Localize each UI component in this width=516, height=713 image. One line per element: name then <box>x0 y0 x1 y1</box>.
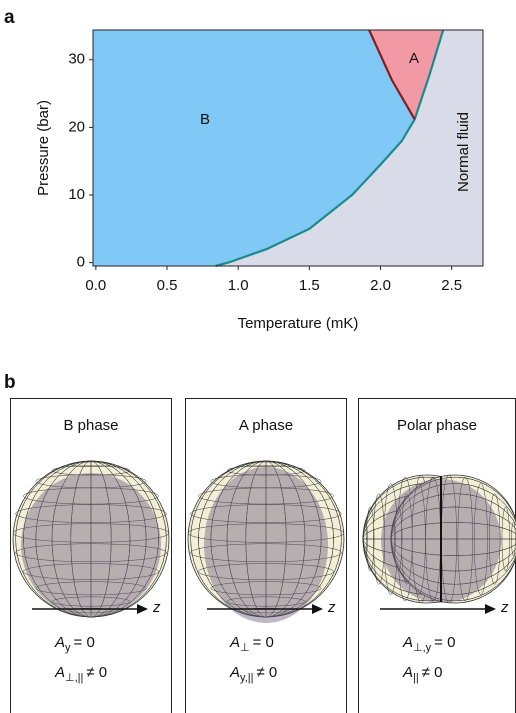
parallel <box>473 483 488 595</box>
annotation: A <box>409 50 419 67</box>
sphere <box>187 460 345 618</box>
equation: A⊥ = 0 <box>229 634 274 654</box>
gap-shape <box>21 473 161 617</box>
parallel <box>35 581 147 596</box>
equation-part: A <box>54 664 65 681</box>
equation-part: ⊥,|| <box>65 672 83 684</box>
b-phase-region <box>93 30 415 266</box>
x-tick-label: 2.5 <box>441 277 462 294</box>
y-axis-label: Pressure (bar) <box>35 100 52 196</box>
x-tick-label: 0.5 <box>157 277 178 294</box>
gap-shape <box>204 467 328 623</box>
y-tick-label: 30 <box>68 51 85 68</box>
arrow-head <box>485 604 496 614</box>
equation-part: y <box>65 642 71 654</box>
parallel <box>23 563 159 580</box>
equation-part: ⊥,y <box>413 642 432 654</box>
equation: A⊥,|| ≠ 0 <box>54 664 107 684</box>
parallel <box>12 523 170 543</box>
parallel <box>190 543 342 563</box>
equation-part: ⊥ <box>240 642 250 654</box>
meridian <box>15 460 167 618</box>
y-tick-label: 0 <box>77 254 85 271</box>
sphere <box>12 460 170 618</box>
x-tick-label: 0.0 <box>85 277 106 294</box>
equation-part: A <box>229 664 240 681</box>
equation-part: ≠ 0 <box>422 664 443 681</box>
parallel <box>363 522 368 556</box>
x-axis-label: Temperature (mK) <box>238 315 359 332</box>
parallel <box>51 465 131 476</box>
equation-part: || <box>413 672 419 684</box>
parallel <box>198 563 334 580</box>
parallel <box>210 581 322 596</box>
y-tick-label: 10 <box>68 186 85 203</box>
parallel <box>511 522 516 556</box>
equation-part: = 0 <box>74 634 95 651</box>
parallel <box>187 523 345 543</box>
axis-label: z <box>152 599 161 616</box>
x-tick-label: 1.0 <box>228 277 249 294</box>
panel-label: b <box>4 372 16 393</box>
parallel <box>70 461 112 468</box>
a-phase-region <box>369 30 444 120</box>
parallel <box>411 483 426 595</box>
parallel <box>366 506 375 572</box>
parallel <box>226 465 306 476</box>
parallel <box>394 506 403 572</box>
axis-label: z <box>327 599 336 616</box>
phase-boundary <box>215 118 416 268</box>
parallel <box>457 476 473 602</box>
arrow-head <box>137 604 148 614</box>
equation: Ay,|| ≠ 0 <box>229 664 277 684</box>
equation-part: A <box>402 664 413 681</box>
equation-part: = 0 <box>434 634 455 651</box>
equation: A⊥,y = 0 <box>402 634 455 654</box>
parallel <box>15 543 167 563</box>
phase-title: A phase <box>239 417 293 434</box>
parallel <box>226 596 306 607</box>
parallel <box>23 487 159 505</box>
parallel <box>488 493 501 585</box>
annotation: Normal fluid <box>455 112 472 192</box>
axis-label: z <box>500 599 509 616</box>
parallel <box>15 504 167 523</box>
panel-label: a <box>4 7 15 28</box>
parallel <box>501 506 510 572</box>
x-tick-label: 1.5 <box>299 277 320 294</box>
equation-part: A <box>229 634 240 651</box>
parallel <box>190 504 342 523</box>
equation-part: y,|| <box>240 672 253 684</box>
parallel <box>391 522 396 556</box>
meridian <box>390 476 516 602</box>
equation-part: ≠ 0 <box>256 664 277 681</box>
y-tick-label: 20 <box>68 118 85 135</box>
phase-title: B phase <box>63 417 118 434</box>
equation-part: A <box>54 634 65 651</box>
equation-part: ≠ 0 <box>86 664 107 681</box>
phase-boundary <box>413 29 445 120</box>
parallel <box>245 461 287 468</box>
sphere <box>390 474 516 604</box>
equation: A|| ≠ 0 <box>402 664 442 684</box>
parallel <box>198 487 334 505</box>
arrow-head <box>312 604 323 614</box>
equation-part: A <box>402 634 413 651</box>
x-tick-label: 2.0 <box>370 277 391 294</box>
meridian <box>190 460 342 618</box>
equation-part: = 0 <box>253 634 274 651</box>
phase-boundary <box>368 29 416 120</box>
parallel <box>245 607 287 614</box>
parallel <box>70 607 112 614</box>
phase-title: Polar phase <box>397 417 477 434</box>
parallel <box>51 596 131 607</box>
equation: Ay = 0 <box>54 634 95 654</box>
plot-frame <box>92 29 484 267</box>
annotation: B <box>200 111 210 128</box>
